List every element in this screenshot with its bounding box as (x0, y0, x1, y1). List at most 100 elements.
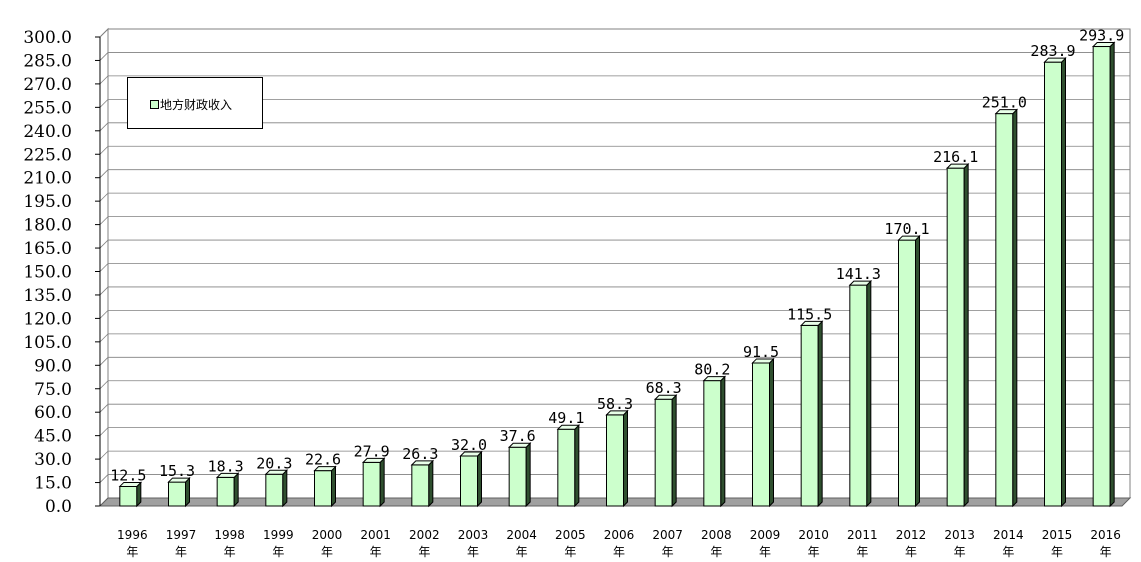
x-tick-label: 2001 (360, 528, 391, 542)
bar-top (994, 109, 1019, 115)
gridline-diagonal (99, 122, 109, 132)
gridline-diagonal (99, 192, 109, 202)
x-tick-label-suffix: 年 (370, 545, 382, 559)
x-tick-label: 2012 (896, 528, 927, 542)
y-tick-label: 210.0 (23, 169, 72, 189)
x-tick-label: 2014 (993, 528, 1024, 542)
y-tick-label: 195.0 (23, 192, 72, 212)
data-label: 12.5 (110, 466, 146, 484)
y-tick-label: 45.0 (34, 427, 72, 447)
bar-side (817, 320, 823, 508)
y-tick-label: 180.0 (23, 216, 72, 236)
legend-label: 地方财政收入 (160, 98, 233, 112)
bar-side (379, 457, 385, 508)
y-tick-label: 30.0 (34, 450, 72, 470)
bar-top (118, 481, 143, 487)
bar-top (361, 457, 386, 463)
bar-top (702, 376, 727, 382)
data-label: 22.6 (305, 451, 341, 469)
bar-top (313, 466, 337, 472)
x-tick-label: 2016 (1090, 528, 1121, 542)
y-tick-label: 300.0 (23, 28, 72, 48)
gridline-diagonal (99, 99, 109, 108)
gridline-diagonal (99, 380, 109, 390)
bar-side (671, 394, 677, 508)
x-tick-label: 1997 (166, 528, 197, 542)
bar (362, 461, 381, 507)
legend-swatch-icon (150, 100, 159, 109)
data-label: 20.3 (256, 454, 292, 472)
x-tick-label-suffix: 年 (1100, 545, 1112, 559)
bar-side (477, 450, 482, 508)
bar-top (459, 451, 483, 457)
x-tick-label-suffix: 年 (418, 545, 430, 559)
bar-top (410, 460, 435, 466)
bar (557, 428, 576, 507)
bar-top (799, 320, 824, 326)
bar-top (167, 477, 191, 483)
x-tick-label: 1998 (214, 528, 245, 542)
y-tick-label: 90.0 (34, 356, 72, 376)
bar-side (623, 409, 628, 508)
bar (168, 481, 186, 507)
data-label: 15.3 (159, 462, 195, 480)
bar-side (574, 424, 580, 508)
x-tick-label: 2007 (652, 528, 683, 542)
gridline-diagonal (99, 239, 109, 249)
x-tick-label: 2009 (750, 528, 781, 542)
x-tick-label-suffix: 年 (613, 545, 625, 559)
bar (411, 464, 430, 507)
bar-top (264, 469, 289, 475)
bar-top (653, 394, 678, 400)
bar-top (751, 358, 775, 364)
x-tick-label: 2002 (409, 528, 440, 542)
gridline-diagonal (99, 310, 109, 319)
bar (1092, 46, 1111, 507)
x-tick-label: 2003 (458, 528, 489, 542)
y-tick-label: 285.0 (23, 51, 72, 71)
x-tick-label-suffix: 年 (1051, 545, 1063, 559)
bar-top (215, 472, 240, 478)
x-tick-label: 2010 (798, 528, 829, 542)
bar-side (331, 465, 336, 508)
bar-top (945, 163, 970, 169)
x-tick-label: 2015 (1042, 528, 1073, 542)
bar (119, 485, 138, 507)
data-label: 170.1 (884, 220, 929, 238)
bar-side (866, 279, 872, 508)
data-label: 91.5 (743, 343, 779, 361)
y-tick-label: 75.0 (34, 380, 72, 400)
bar (216, 476, 235, 507)
x-tick-label-suffix: 年 (662, 545, 674, 559)
bar-side (915, 234, 920, 508)
data-label: 26.3 (402, 445, 438, 463)
gridline-diagonal (99, 75, 109, 85)
x-tick-label-suffix: 年 (516, 545, 528, 559)
y-tick-label: 0.0 (45, 497, 72, 517)
gridline-diagonal (99, 263, 109, 272)
bar-top (897, 235, 921, 241)
x-tick-label-suffix: 年 (126, 545, 138, 559)
y-tick-label: 165.0 (23, 239, 72, 259)
x-tick-label: 2000 (312, 528, 343, 542)
data-label: 283.9 (1030, 42, 1075, 60)
bar (800, 324, 819, 507)
bar-side (720, 375, 726, 508)
x-tick-label-suffix: 年 (321, 545, 333, 559)
x-tick-label-suffix: 年 (175, 545, 187, 559)
gridline-diagonal (99, 333, 109, 343)
y-tick-label: 105.0 (23, 333, 72, 353)
x-tick-label-suffix: 年 (954, 545, 966, 559)
bar (946, 167, 965, 507)
y-tick-label: 135.0 (23, 286, 72, 306)
bar-top (848, 280, 873, 286)
data-label: 216.1 (933, 148, 978, 166)
legend: 地方财政收入 (127, 77, 263, 129)
bar-top (605, 410, 629, 416)
x-tick-label-suffix: 年 (564, 545, 576, 559)
bar-side (185, 476, 190, 508)
data-label: 37.6 (500, 427, 536, 445)
x-tick-label: 1996 (117, 528, 148, 542)
bar-side (1012, 108, 1018, 508)
